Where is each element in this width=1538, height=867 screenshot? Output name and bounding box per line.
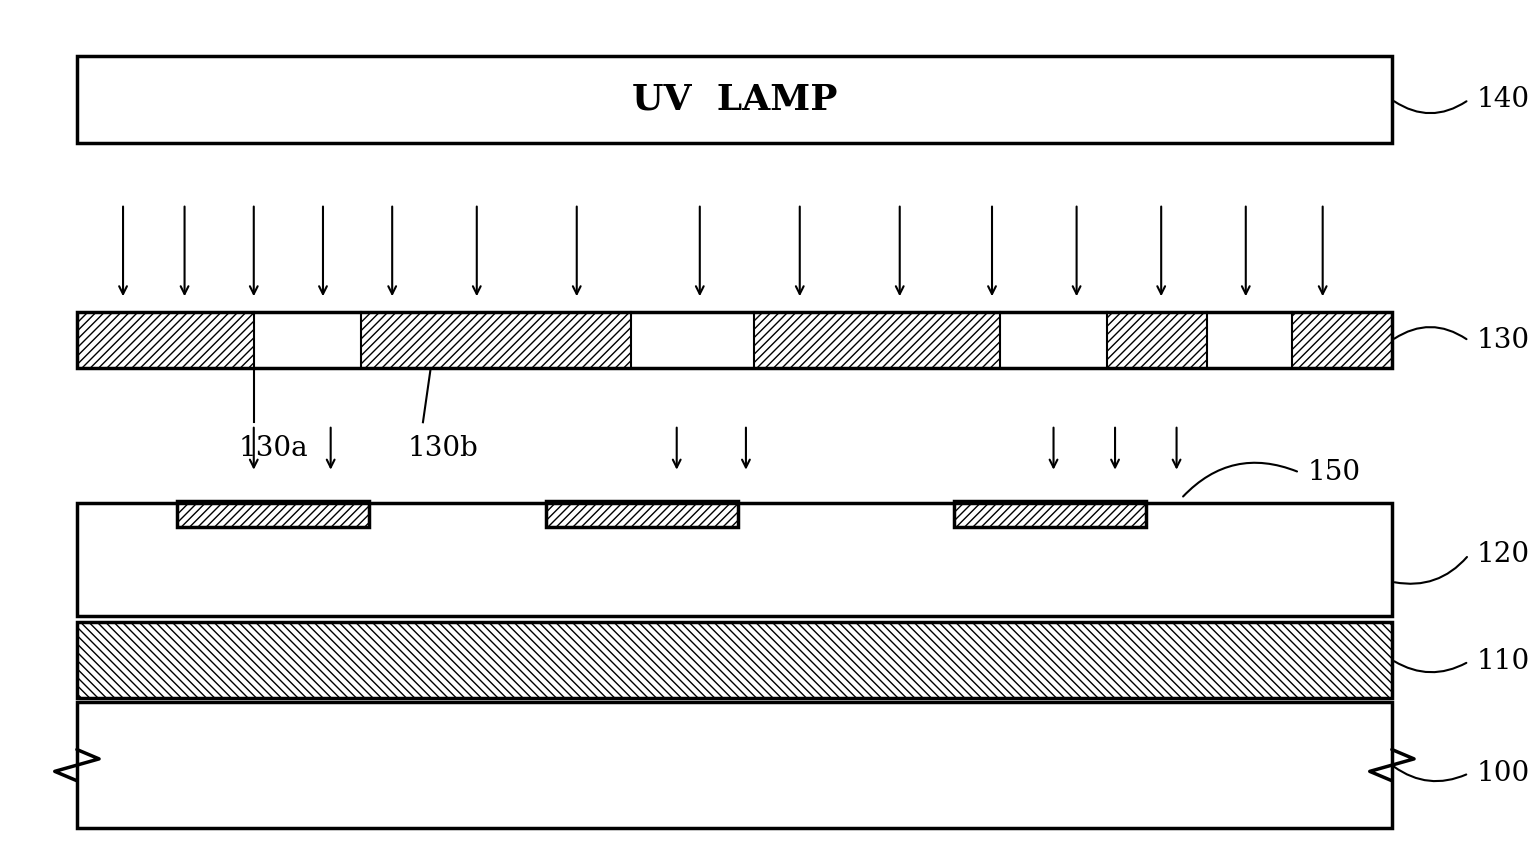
Bar (754, 312, 1000, 368)
Bar (77, 622, 1392, 698)
Bar (77, 312, 254, 368)
Bar (546, 501, 738, 527)
Bar (954, 501, 1146, 527)
Text: 130: 130 (1476, 327, 1530, 355)
Bar (1292, 312, 1392, 368)
Bar (177, 501, 369, 527)
Bar (1292, 312, 1392, 368)
Bar (77, 503, 1392, 616)
Bar (1107, 312, 1207, 368)
Text: 110: 110 (1476, 648, 1530, 675)
Bar (361, 312, 631, 368)
Text: 130a: 130a (238, 435, 308, 462)
Text: 150: 150 (1307, 459, 1361, 486)
Bar (631, 312, 754, 368)
Text: 130b: 130b (408, 435, 478, 462)
Bar (1207, 312, 1292, 368)
Bar (77, 312, 1392, 368)
Bar (77, 503, 1392, 616)
Bar (361, 312, 631, 368)
Bar (1000, 312, 1107, 368)
Text: UV  LAMP: UV LAMP (632, 82, 837, 117)
Bar (254, 312, 361, 368)
Bar (77, 622, 1392, 698)
Bar (77, 503, 1392, 616)
Bar (77, 312, 254, 368)
Bar (77, 56, 1392, 143)
Bar (546, 501, 738, 527)
Bar (77, 312, 1392, 368)
Bar (754, 312, 1000, 368)
Bar (954, 501, 1146, 527)
Bar (177, 501, 369, 527)
Bar (77, 702, 1392, 828)
Text: 100: 100 (1476, 759, 1530, 787)
Bar (1107, 312, 1207, 368)
Text: 140: 140 (1476, 86, 1530, 114)
Text: 120: 120 (1476, 541, 1530, 569)
